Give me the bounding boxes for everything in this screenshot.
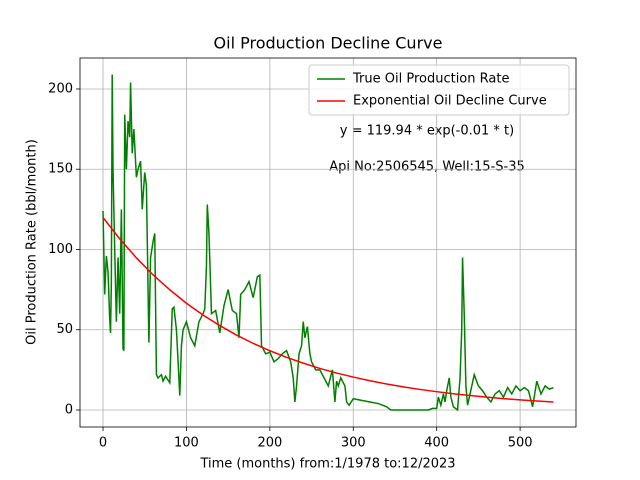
annotation: y = 119.94 * exp(-0.01 * t) xyxy=(340,124,514,139)
y-tick-label: 50 xyxy=(56,322,73,337)
x-tick-label: 200 xyxy=(257,436,282,451)
x-tick-label: 400 xyxy=(424,436,449,451)
legend-label: True Oil Production Rate xyxy=(352,72,509,87)
y-tick-label: 100 xyxy=(48,242,73,257)
x-tick-label: 0 xyxy=(99,436,107,451)
chart-title: Oil Production Decline Curve xyxy=(214,34,443,53)
data-line xyxy=(102,217,554,403)
legend-box xyxy=(308,64,570,116)
plot-frame xyxy=(79,57,577,428)
y-tick-label: 200 xyxy=(48,81,73,96)
x-tick-label: 300 xyxy=(341,436,366,451)
y-axis-label: Oil Production Rate (bbl/month) xyxy=(25,139,40,345)
y-tick-label: 150 xyxy=(48,162,73,177)
x-tick-label: 100 xyxy=(174,436,199,451)
data-line xyxy=(102,74,554,412)
y-tick-label: 0 xyxy=(65,402,73,417)
x-tick-label: 500 xyxy=(508,436,533,451)
legend-label: Exponential Oil Decline Curve xyxy=(353,94,547,109)
annotation: Api No:2506545, Well:15-S-35 xyxy=(329,160,525,175)
x-axis-label: Time (months) from:1/1978 to:12/2023 xyxy=(199,457,455,472)
